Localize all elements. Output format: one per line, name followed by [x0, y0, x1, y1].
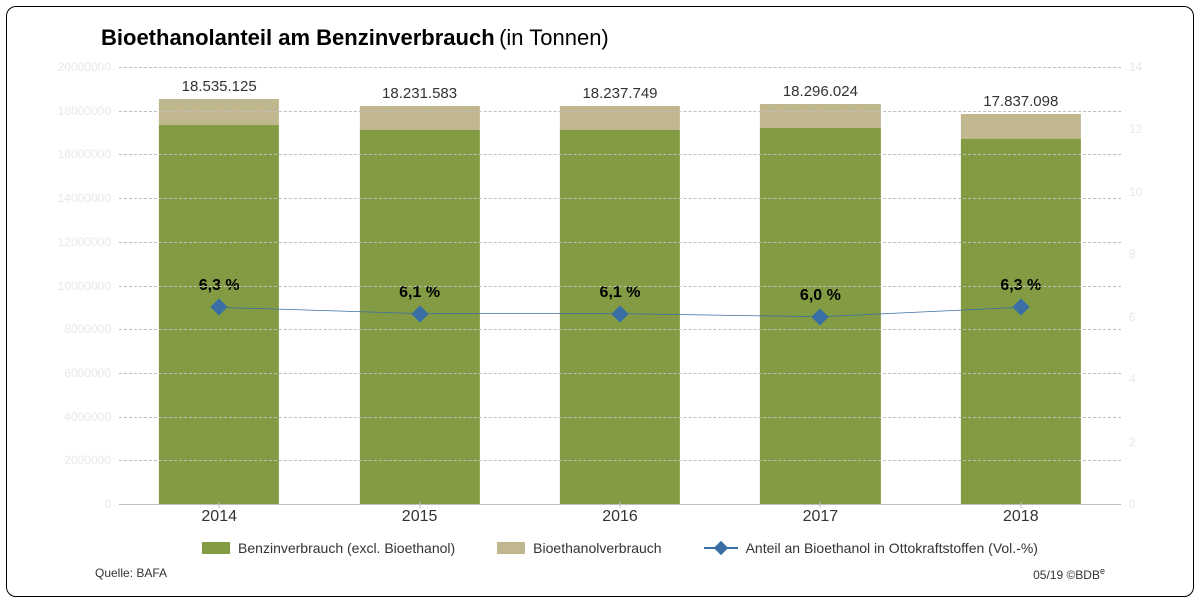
legend-label: Anteil an Bioethanol in Ottokraftstoffen…	[746, 540, 1038, 556]
gridline	[119, 154, 1121, 155]
gridline	[119, 460, 1121, 461]
source-label: Quelle: BAFA	[95, 566, 167, 582]
chart-area: 18.535.12518.231.58318.237.74918.296.024…	[31, 59, 1169, 560]
y-left-tick-label: 12000000	[58, 235, 111, 249]
y-right-tick-label: 10	[1129, 185, 1142, 199]
gridline	[119, 373, 1121, 374]
y-left-tick-label: 4000000	[64, 410, 111, 424]
gridline	[119, 242, 1121, 243]
x-axis-label: 2014	[201, 508, 237, 526]
y-left-tick-label: 2000000	[64, 453, 111, 467]
plot-area: 18.535.12518.231.58318.237.74918.296.024…	[119, 67, 1121, 504]
legend-line-icon	[704, 547, 738, 549]
gridline	[119, 198, 1121, 199]
y-right-tick-label: 4	[1129, 372, 1136, 386]
chart-title: Bioethanolanteil am Benzinverbrauch (in …	[31, 25, 1169, 51]
x-axis-label: 2016	[602, 508, 638, 526]
title-main: Bioethanolanteil am Benzinverbrauch	[101, 25, 495, 50]
gridline	[119, 417, 1121, 418]
y-right-tick-label: 8	[1129, 247, 1136, 261]
y-left-tick-label: 20000000	[58, 60, 111, 74]
y-right-tick-label: 2	[1129, 435, 1136, 449]
y-left-tick-label: 0	[104, 497, 111, 511]
legend-item: Anteil an Bioethanol in Ottokraftstoffen…	[704, 540, 1038, 556]
legend-swatch	[202, 542, 230, 554]
y-right-tick-label: 0	[1129, 497, 1136, 511]
x-axis-label: 2015	[402, 508, 438, 526]
x-axis-label: 2017	[803, 508, 839, 526]
line-value-label: 6,0 %	[800, 287, 841, 305]
legend: Benzinverbrauch (excl. Bioethanol) Bioeth…	[119, 536, 1121, 560]
gridline	[119, 286, 1121, 287]
y-left-tick-label: 16000000	[58, 147, 111, 161]
y-right-tick-label: 12	[1129, 122, 1142, 136]
y-right-tick-label: 14	[1129, 60, 1142, 74]
x-axis-label: 2018	[1003, 508, 1039, 526]
copyright-label: 05/19 ©BDBe	[1033, 566, 1105, 582]
legend-item: Benzinverbrauch (excl. Bioethanol)	[202, 540, 455, 556]
legend-item: Bioethanolverbrauch	[497, 540, 661, 556]
y-right-tick-label: 6	[1129, 310, 1136, 324]
legend-label: Bioethanolverbrauch	[533, 540, 661, 556]
legend-swatch	[497, 542, 525, 554]
legend-label: Benzinverbrauch (excl. Bioethanol)	[238, 540, 455, 556]
y-left-tick-label: 6000000	[64, 366, 111, 380]
gridline	[119, 111, 1121, 112]
y-left-tick-label: 14000000	[58, 191, 111, 205]
x-axis-labels: 2014 2015 2016 2017 2018	[119, 508, 1121, 532]
y-left-tick-label: 8000000	[64, 322, 111, 336]
title-sub: (in Tonnen)	[499, 25, 609, 50]
y-left-tick-label: 18000000	[58, 104, 111, 118]
chart-frame: Bioethanolanteil am Benzinverbrauch (in …	[6, 6, 1194, 597]
chart-footer: Quelle: BAFA 05/19 ©BDBe	[31, 560, 1169, 582]
gridline	[119, 329, 1121, 330]
gridline	[119, 67, 1121, 68]
y-left-tick-label: 10000000	[58, 279, 111, 293]
